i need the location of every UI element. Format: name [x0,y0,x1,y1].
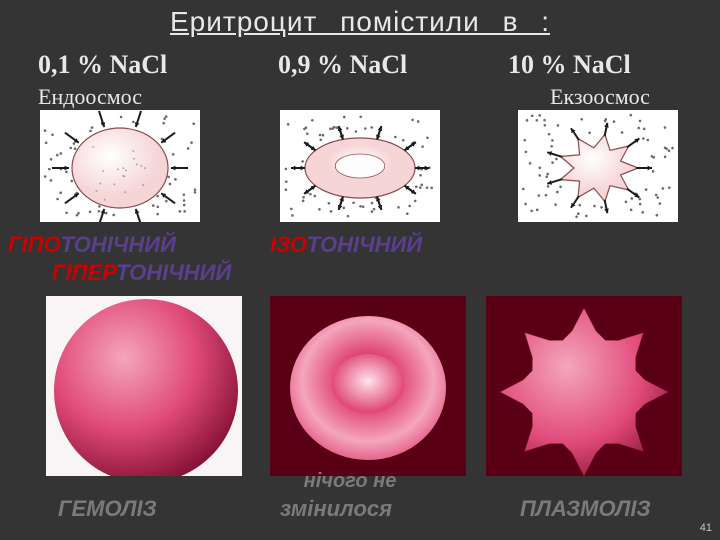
photo-hemolysis [46,296,242,476]
result-no-change: змінилося [280,496,392,522]
no-change-line1: нічого не [304,470,397,492]
diagram-hypotonic [40,110,200,222]
label-no-change: нічого не [250,470,450,492]
diagram-isotonic-svg [280,110,440,222]
concentration-hyper: 10 % NaCl [508,50,631,80]
label-isotonic: ІЗОТОНІЧНИЙ [270,232,422,258]
result-hemolysis: ГЕМОЛІЗ [58,496,157,522]
slide-title: Еритроцит помістили в : [0,6,720,38]
label-exoosmosis: Екзоосмос [550,84,650,110]
suffix-hyper: ТОНІЧНИЙ [116,260,231,285]
diagram-hypertonic [518,110,678,222]
photo-normal [270,296,466,476]
prefix-iso: ІЗО [270,232,307,257]
photo-hemolysis-svg [46,296,242,476]
diagram-hypertonic-svg [518,110,678,222]
diagram-hypotonic-svg [40,110,200,222]
concentration-iso: 0,9 % NaCl [278,50,407,80]
label-hypotonic: ГІПОТОНІЧНИЙ [8,232,176,258]
photo-normal-svg [270,296,466,476]
suffix-hypo: ТОНІЧНИЙ [61,232,176,257]
concentration-hypo: 0,1 % NaCl [38,50,167,80]
prefix-hypo: ГІПО [8,232,61,257]
diagram-isotonic [280,110,440,222]
photo-plasmolysis-svg [486,296,682,476]
result-plasmolysis: ПЛАЗМОЛІЗ [520,496,651,522]
slide-root: Еритроцит помістили в : 0,1 % NaCl 0,9 %… [0,0,720,540]
label-hypertonic: ГІПЕРТОНІЧНИЙ [52,260,231,286]
suffix-iso: ТОНІЧНИЙ [307,232,422,257]
prefix-hyper: ГІПЕР [52,260,116,285]
label-endoosmosis: Ендоосмос [38,84,142,110]
page-number: 41 [700,522,712,534]
photo-plasmolysis [486,296,682,476]
